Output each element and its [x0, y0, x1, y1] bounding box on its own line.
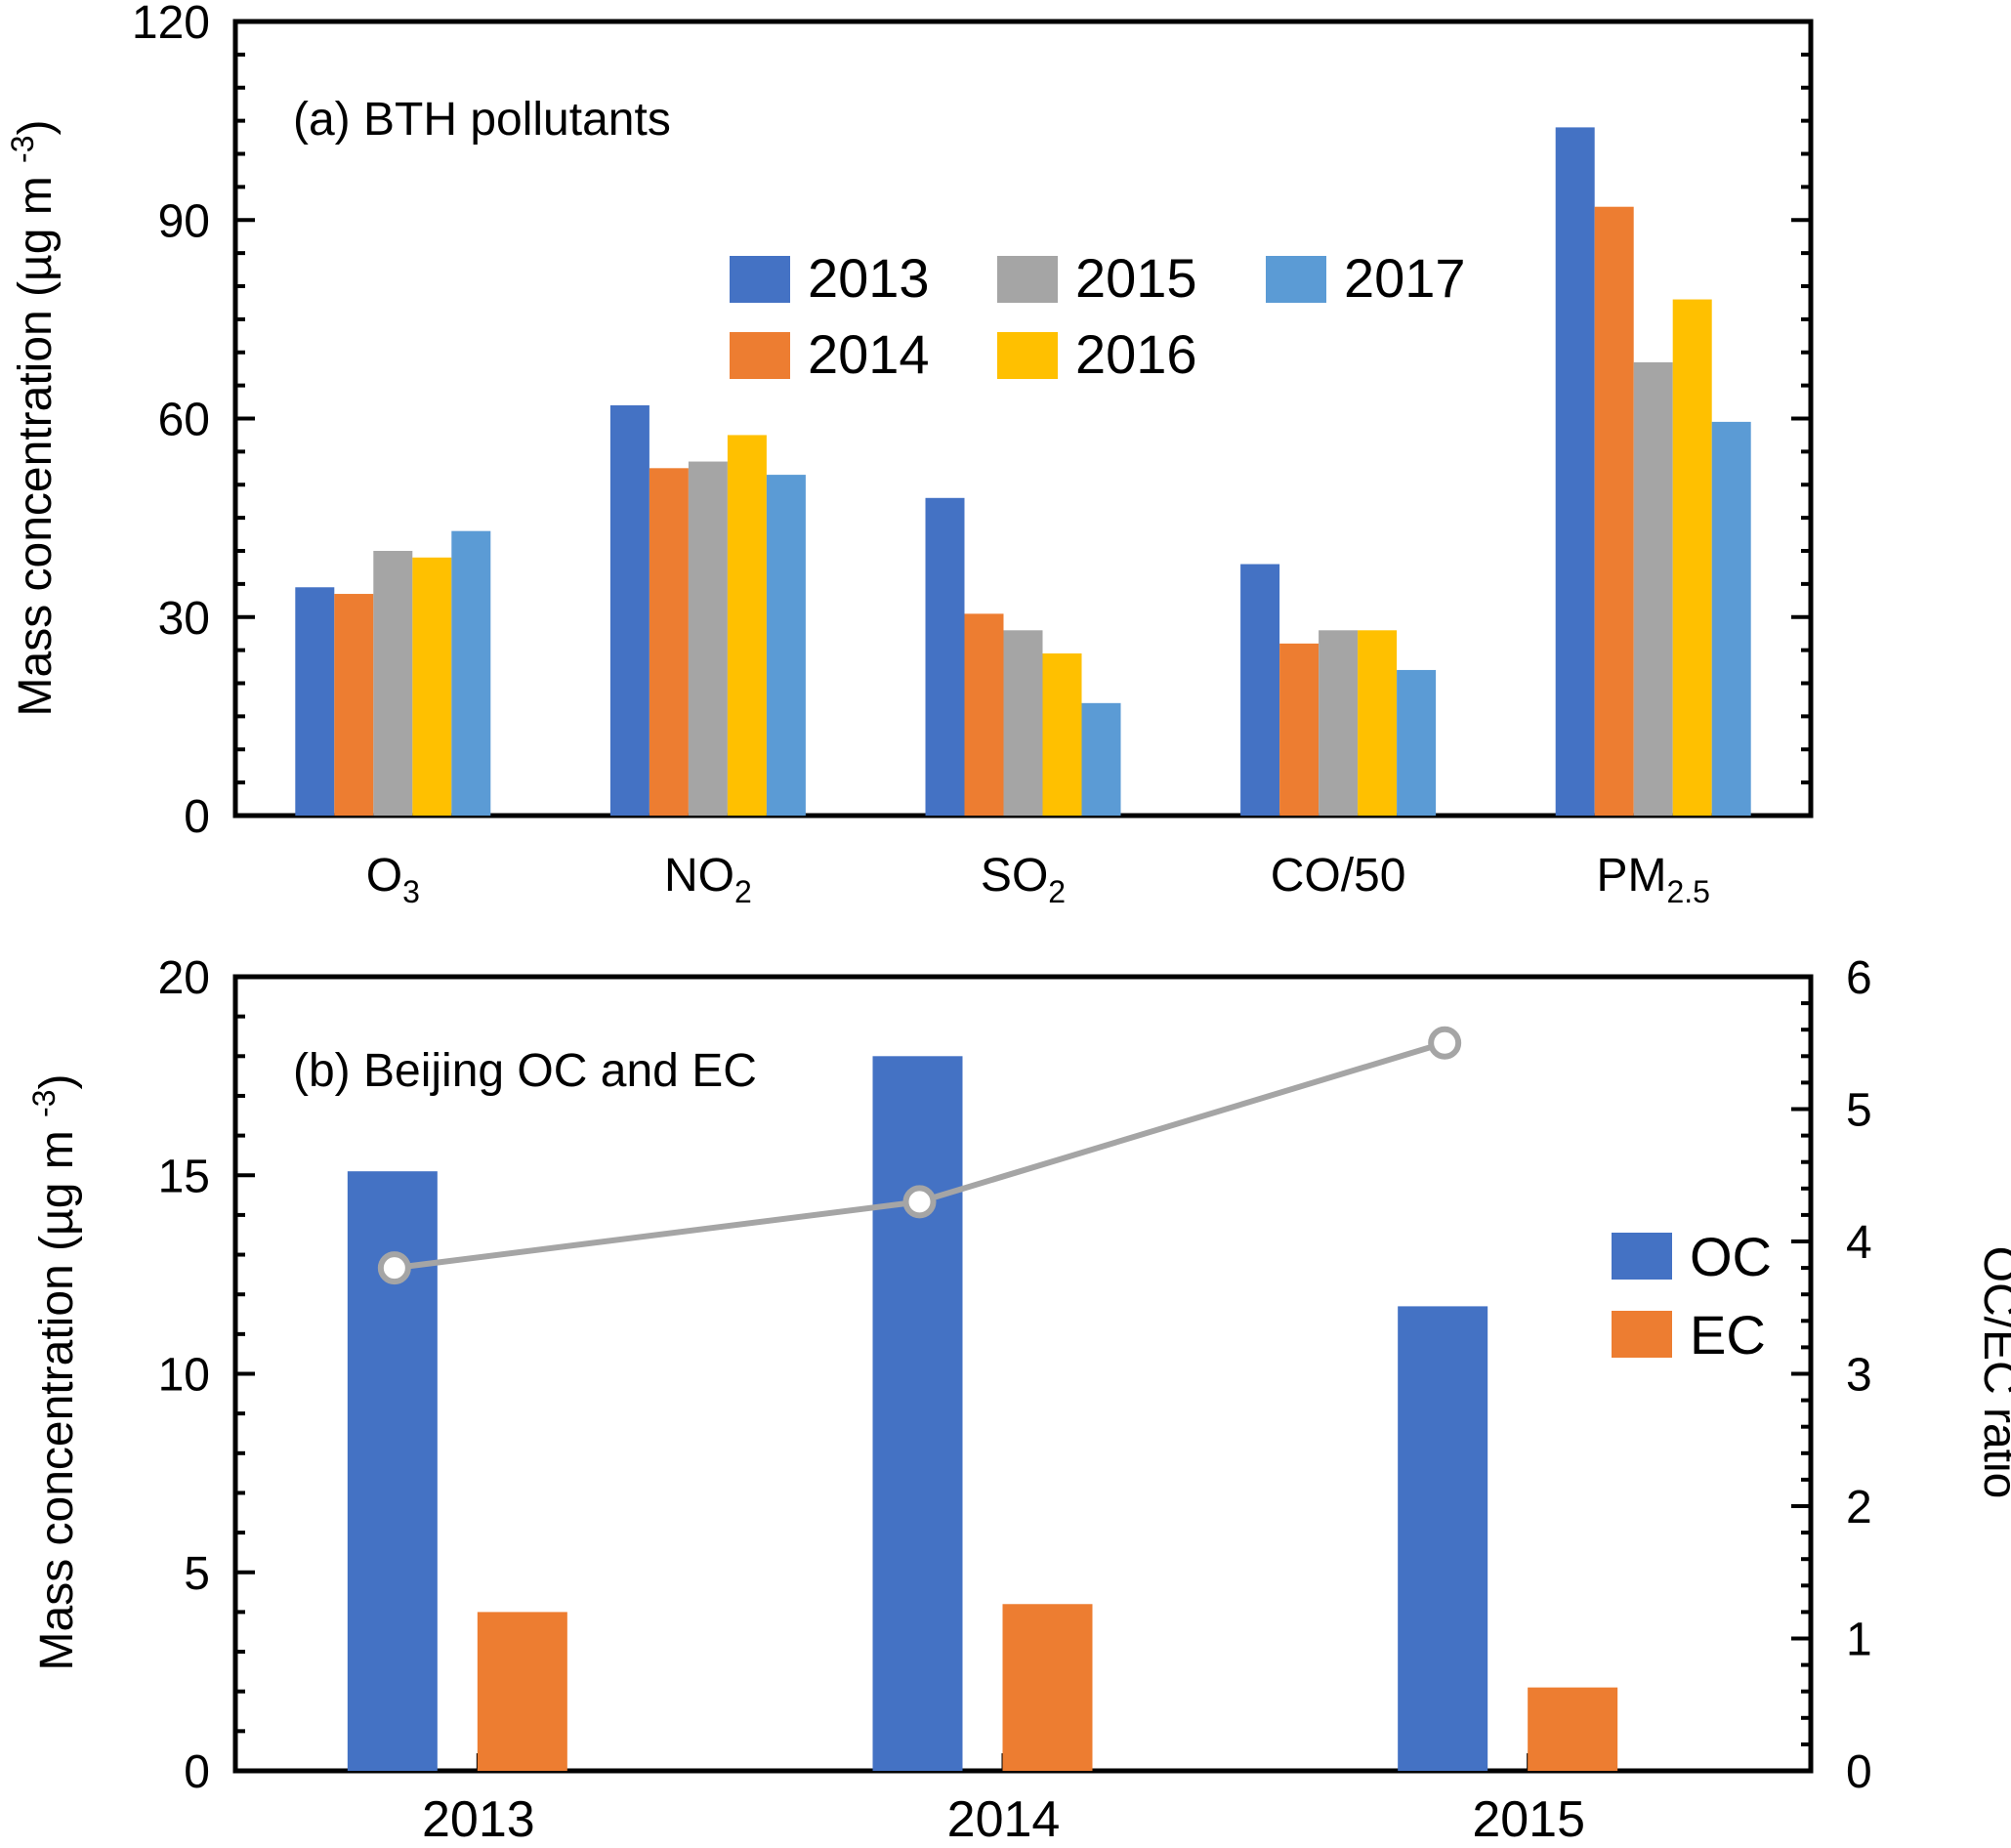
- right-y-tick-label: 6: [1846, 952, 1872, 1004]
- x-tick-label: 2013: [422, 1791, 535, 1848]
- bar-PM-2015: [1633, 361, 1673, 816]
- bar-NO-2017: [766, 475, 806, 816]
- x-tick-label: CO/50: [1271, 850, 1406, 902]
- right-y-tick-label: 0: [1846, 1746, 1872, 1798]
- panel-a-y-tick-labels: 0 30 60 90 120: [132, 0, 210, 843]
- bar-O-2017: [451, 530, 491, 816]
- panel-b-legend: OC EC: [1612, 1226, 1772, 1365]
- panel-a-x-tick-labels: O3 NO2 SO2 CO/50 PM2.5: [366, 850, 1710, 909]
- panel-a-ticks: [235, 20, 1811, 818]
- bar-EC-2013: [477, 1612, 567, 1771]
- ratio-point-2013: [377, 1251, 411, 1285]
- panel-b-bars: [347, 1056, 1618, 1771]
- x-tick-label: PM2.5: [1596, 850, 1709, 909]
- bar-CO50-2016: [1358, 630, 1398, 816]
- legend-label-EC: EC: [1690, 1304, 1766, 1365]
- legend-swatch-2013: [730, 256, 790, 303]
- y-tick-label: 90: [158, 195, 210, 247]
- x-tick-label: SO2: [981, 850, 1066, 909]
- y-tick-label: 120: [132, 0, 210, 49]
- legend-swatch-2014: [730, 332, 790, 379]
- right-y-tick-label: 2: [1846, 1482, 1872, 1533]
- panel-a-y-axis-label: Mass concentration (µg m -3): [5, 120, 62, 717]
- y-tick-label: 10: [158, 1350, 210, 1402]
- bar-CO50-2014: [1279, 643, 1320, 816]
- bar-EC-2015: [1528, 1687, 1618, 1771]
- panel-b-y-tick-labels: 0 5 10 15 20: [158, 952, 210, 1798]
- bar-O-2014: [334, 594, 374, 816]
- panel-b-x-tick-labels: 2013 2014 2015: [422, 1791, 1585, 1848]
- panel-a-bars: [295, 127, 1751, 816]
- y-tick-label: 0: [184, 1746, 210, 1798]
- bar-PM-2016: [1672, 299, 1712, 816]
- bar-O-2016: [412, 557, 452, 816]
- right-y-tick-label: 4: [1846, 1217, 1872, 1269]
- panel-b-title: (b) Beijing OC and EC: [293, 1045, 757, 1097]
- bar-SO-2016: [1042, 653, 1082, 816]
- y-tick-label: 30: [158, 593, 210, 645]
- panel-b-ticks: [235, 975, 1811, 1773]
- legend-swatch-2017: [1266, 256, 1326, 303]
- y-tick-label: 5: [184, 1548, 210, 1600]
- bar-NO-2015: [688, 461, 728, 816]
- y-tick-label: 60: [158, 395, 210, 446]
- bar-OC-2015: [1398, 1306, 1488, 1771]
- legend-swatch-2015: [997, 256, 1058, 303]
- bar-O-2015: [373, 551, 413, 816]
- ratio-point-2014: [902, 1185, 937, 1219]
- bar-CO50-2013: [1240, 564, 1280, 816]
- right-y-tick-label: 1: [1846, 1615, 1872, 1666]
- x-tick-label: O3: [366, 850, 420, 909]
- bar-EC-2014: [1002, 1604, 1093, 1771]
- panel-b-right-y-axis-label: OC/EC ratio: [1974, 1246, 2011, 1499]
- bar-PM-2017: [1711, 421, 1751, 816]
- bar-PM-2014: [1594, 206, 1634, 816]
- panel-b-y-axis-label: Mass concentration (µg m -3): [26, 1074, 83, 1671]
- bar-SO-2017: [1081, 702, 1121, 816]
- right-y-tick-label: 3: [1846, 1350, 1872, 1402]
- legend-label-2015: 2015: [1075, 247, 1197, 309]
- panel-b-right-y-tick-labels: 0 1 2 3 4 5 6: [1846, 952, 1872, 1798]
- x-tick-label: 2014: [947, 1791, 1061, 1848]
- bar-O-2013: [295, 587, 335, 816]
- legend-label-2016: 2016: [1075, 323, 1197, 385]
- bar-PM-2013: [1555, 127, 1595, 816]
- legend-label-2013: 2013: [808, 247, 930, 309]
- x-tick-label: 2015: [1472, 1791, 1585, 1848]
- legend-label-OC: OC: [1690, 1226, 1772, 1287]
- bar-OC-2014: [872, 1056, 963, 1771]
- bar-NO-2014: [649, 468, 689, 816]
- bar-SO-2013: [925, 497, 965, 816]
- legend-label-2017: 2017: [1344, 247, 1466, 309]
- right-y-tick-label: 5: [1846, 1085, 1872, 1137]
- panel-a: 0 30 60 90 120 O3 NO2 SO2 CO/50 PM2.5 (a) BTH po…: [5, 0, 1814, 909]
- ratio-point-2015: [1428, 1026, 1462, 1060]
- panel-a-title: (a) BTH pollutants: [293, 94, 671, 146]
- panel-b-ratio-line: [377, 1026, 1462, 1285]
- x-tick-label: NO2: [664, 850, 752, 909]
- legend-swatch-OC: [1612, 1233, 1672, 1280]
- y-tick-label: 0: [184, 791, 210, 843]
- legend-label-2014: 2014: [808, 323, 930, 385]
- bar-NO-2013: [609, 404, 649, 816]
- y-tick-label: 20: [158, 952, 210, 1004]
- bar-SO-2015: [1003, 630, 1043, 816]
- bar-NO-2016: [727, 435, 767, 816]
- legend-swatch-EC: [1612, 1311, 1672, 1358]
- bar-SO-2014: [964, 613, 1004, 816]
- bar-CO50-2015: [1319, 630, 1359, 816]
- y-tick-label: 15: [158, 1151, 210, 1202]
- legend-swatch-2016: [997, 332, 1058, 379]
- bar-CO50-2017: [1397, 669, 1437, 816]
- panel-b: 0 5 10 15 20 0 1 2 3 4 5 6 2013 2014 2015 (b) Beijin…: [26, 952, 2011, 1848]
- panel-a-legend: 2013 2014 2015 2016 2017: [730, 247, 1466, 385]
